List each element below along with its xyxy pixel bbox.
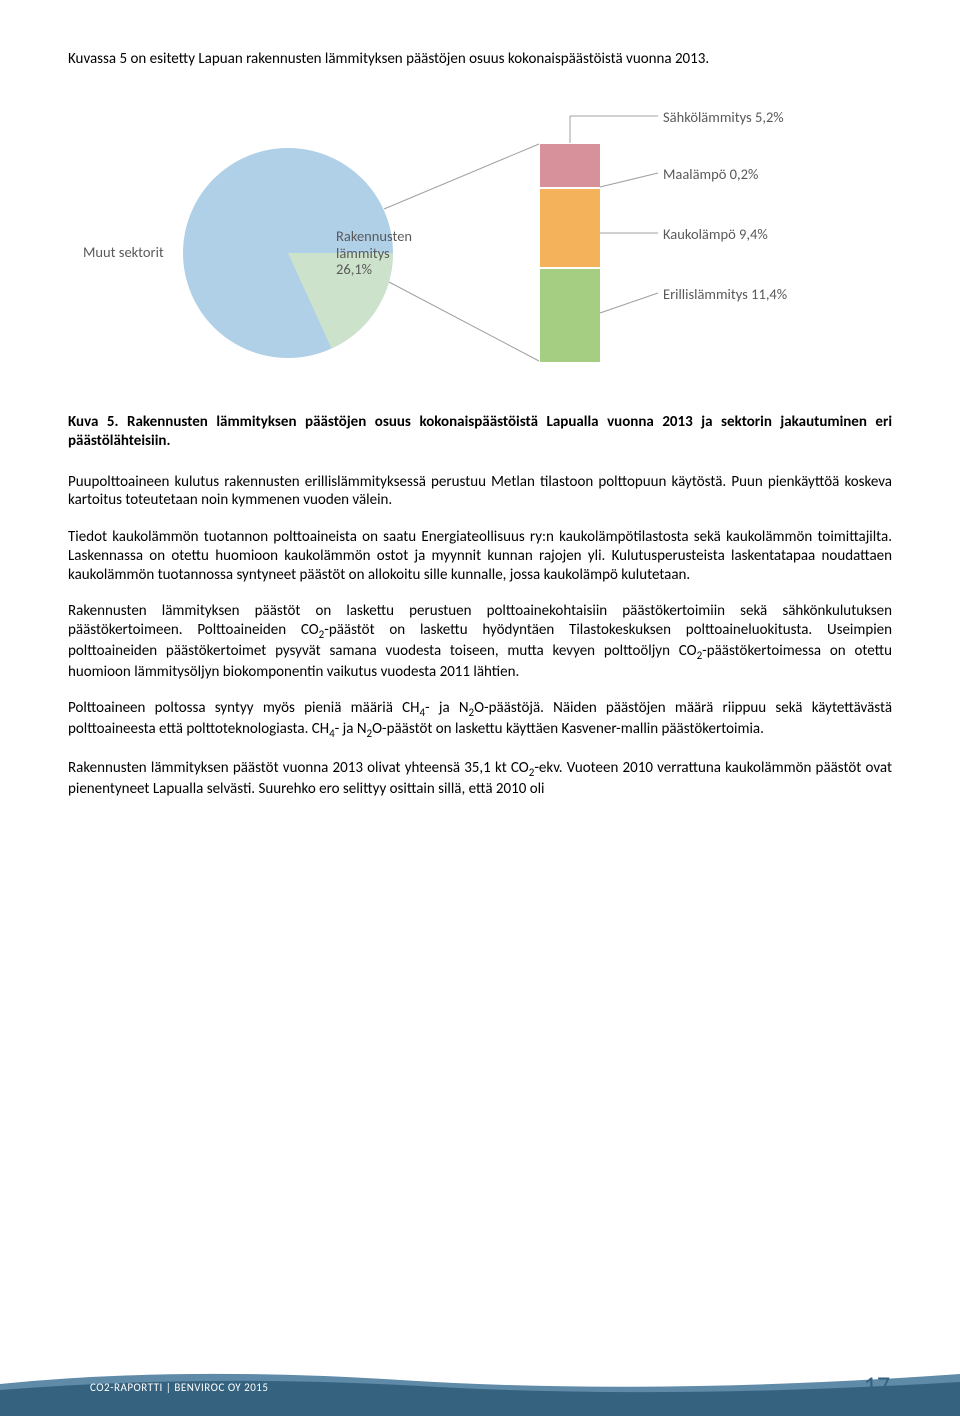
bar-seg-sahko [540, 144, 600, 187]
emissions-chart: Muut sektorit Rakennusten lämmitys 26,1%… [68, 88, 892, 398]
footer-bar: CO2-RAPORTTI | BENVIROC OY 2015 17 [0, 1356, 960, 1416]
paragraph-4: Polttoaineen poltossa syntyy myös pieniä… [68, 699, 892, 741]
intro-text: Kuvassa 5 on esitetty Lapuan rakennusten… [68, 50, 892, 68]
leader-line [384, 144, 539, 209]
label-sahko: Sähkölämmitys 5,2% [663, 108, 784, 126]
label-kauko: Kaukolämpö 9,4% [663, 225, 768, 243]
label-maalampo: Maalämpö 0,2% [663, 165, 758, 183]
leader-line [600, 293, 658, 313]
leader-line [389, 282, 539, 361]
footer-text: CO2-RAPORTTI | BENVIROC OY 2015 [90, 1381, 268, 1394]
leader-line [600, 173, 658, 187]
page-number: 17 [864, 1369, 890, 1401]
label-muut-sektorit: Muut sektorit [83, 243, 164, 261]
chart-svg [68, 88, 892, 398]
p4-text-d: - ja N [335, 720, 367, 738]
p4-text-a: Polttoaineen poltossa syntyy myös pieniä… [68, 699, 419, 717]
figure-caption: Kuva 5. Rakennusten lämmityksen päästöje… [68, 413, 892, 451]
paragraph-5: Rakennusten lämmityksen päästöt vuonna 2… [68, 759, 892, 799]
p4-text-e: O-päästöt on laskettu käyttäen Kasvener-… [372, 720, 764, 738]
paragraph-3: Rakennusten lämmityksen päästöt on laske… [68, 602, 892, 681]
label-erillis: Erillislämmitys 11,4% [663, 285, 787, 303]
bar-sep [540, 187, 600, 189]
label-rakennusten: Rakennusten lämmitys 26,1% [336, 228, 426, 278]
p4-text-b: - ja N [425, 699, 469, 717]
paragraph-2: Tiedot kaukolämmön tuotannon polttoainei… [68, 528, 892, 584]
p5-text-a: Rakennusten lämmityksen päästöt vuonna 2… [68, 759, 529, 777]
bar-sep [540, 267, 600, 269]
bar-seg-kauko [540, 189, 600, 267]
paragraph-1: Puupolttoaineen kulutus rakennusten eril… [68, 473, 892, 511]
bar-seg-erillis [540, 269, 600, 362]
